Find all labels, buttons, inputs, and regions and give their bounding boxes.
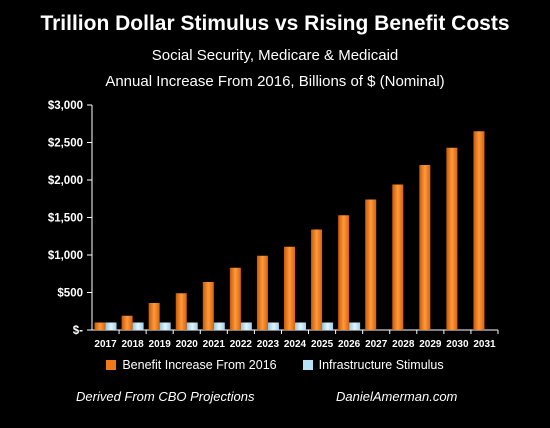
chart-bars bbox=[94, 131, 485, 330]
chart-legend: Benefit Increase From 2016 Infrastructur… bbox=[0, 358, 550, 372]
bar-benefit bbox=[311, 229, 323, 330]
bar-benefit bbox=[121, 315, 133, 330]
y-axis-ticks: $- $500 $1,000 $1,500 $2,000 $2,500 $3,000 bbox=[48, 100, 92, 337]
bar-benefit bbox=[284, 246, 295, 330]
x-tick-label: 2031 bbox=[473, 339, 496, 350]
x-tick-label: 2017 bbox=[94, 339, 117, 350]
bar-stimulus bbox=[132, 322, 144, 330]
x-tick-label: 2021 bbox=[203, 339, 226, 350]
y-tick-label: $- bbox=[73, 325, 83, 337]
y-tick-label: $3,000 bbox=[48, 100, 83, 112]
y-tick-label: $1,500 bbox=[48, 213, 83, 225]
bar-benefit bbox=[202, 282, 214, 330]
bar-benefit bbox=[229, 267, 241, 330]
x-tick-label: 2024 bbox=[284, 339, 307, 350]
x-tick-label: 2027 bbox=[365, 339, 388, 350]
bar-stimulus bbox=[322, 322, 334, 330]
footer-site: DanielAmerman.com bbox=[336, 389, 458, 404]
legend-label-benefit: Benefit Increase From 2016 bbox=[122, 358, 277, 372]
bar-benefit bbox=[365, 199, 377, 330]
footer-source: Derived From CBO Projections bbox=[76, 389, 255, 404]
bar-stimulus bbox=[349, 322, 361, 330]
x-axis-ticks: 2017 2018 2019 2020 2021 2022 2023 2024 2025 2026… bbox=[94, 330, 499, 350]
x-tick-label: 2026 bbox=[338, 339, 361, 350]
bar-stimulus bbox=[295, 322, 306, 330]
bar-benefit bbox=[175, 293, 187, 330]
x-tick-label: 2029 bbox=[419, 339, 442, 350]
bar-stimulus bbox=[159, 322, 171, 330]
y-tick-label: $2,500 bbox=[48, 138, 83, 150]
bar-benefit bbox=[256, 255, 268, 330]
x-tick-label: 2025 bbox=[311, 339, 334, 350]
y-tick-label: $500 bbox=[57, 288, 83, 300]
chart-subtitle-1: Social Security, Medicare & Medicaid bbox=[151, 47, 399, 64]
x-tick-label: 2023 bbox=[257, 339, 280, 350]
bar-benefit bbox=[148, 303, 160, 330]
legend-swatch-benefit bbox=[106, 360, 117, 370]
bar-benefit bbox=[419, 165, 431, 330]
chart-subtitle-2: Annual Increase From 2016, Billions of $… bbox=[105, 73, 445, 90]
legend-swatch-stimulus bbox=[302, 360, 313, 370]
x-tick-label: 2030 bbox=[446, 339, 469, 350]
bar-benefit bbox=[446, 147, 458, 330]
bar-stimulus bbox=[240, 322, 252, 330]
bar-benefit bbox=[473, 131, 485, 330]
bar-benefit bbox=[392, 184, 404, 330]
bar-stimulus bbox=[186, 322, 198, 330]
legend-item-benefit: Benefit Increase From 2016 bbox=[106, 358, 277, 372]
bar-benefit bbox=[94, 322, 106, 330]
x-tick-label: 2028 bbox=[392, 339, 415, 350]
y-tick-label: $2,000 bbox=[48, 175, 83, 187]
x-tick-label: 2020 bbox=[176, 339, 199, 350]
x-tick-label: 2022 bbox=[230, 339, 253, 350]
bar-stimulus bbox=[267, 322, 279, 330]
x-tick-label: 2019 bbox=[149, 339, 172, 350]
x-tick-label: 2018 bbox=[121, 339, 144, 350]
legend-label-stimulus: Infrastructure Stimulus bbox=[318, 358, 444, 372]
bar-stimulus bbox=[213, 322, 225, 330]
chart-title: Trillion Dollar Stimulus vs Rising Benef… bbox=[40, 12, 510, 35]
bar-benefit bbox=[338, 215, 350, 330]
bar-stimulus bbox=[105, 322, 117, 330]
legend-item-stimulus: Infrastructure Stimulus bbox=[302, 358, 444, 372]
y-tick-label: $1,000 bbox=[48, 250, 83, 262]
